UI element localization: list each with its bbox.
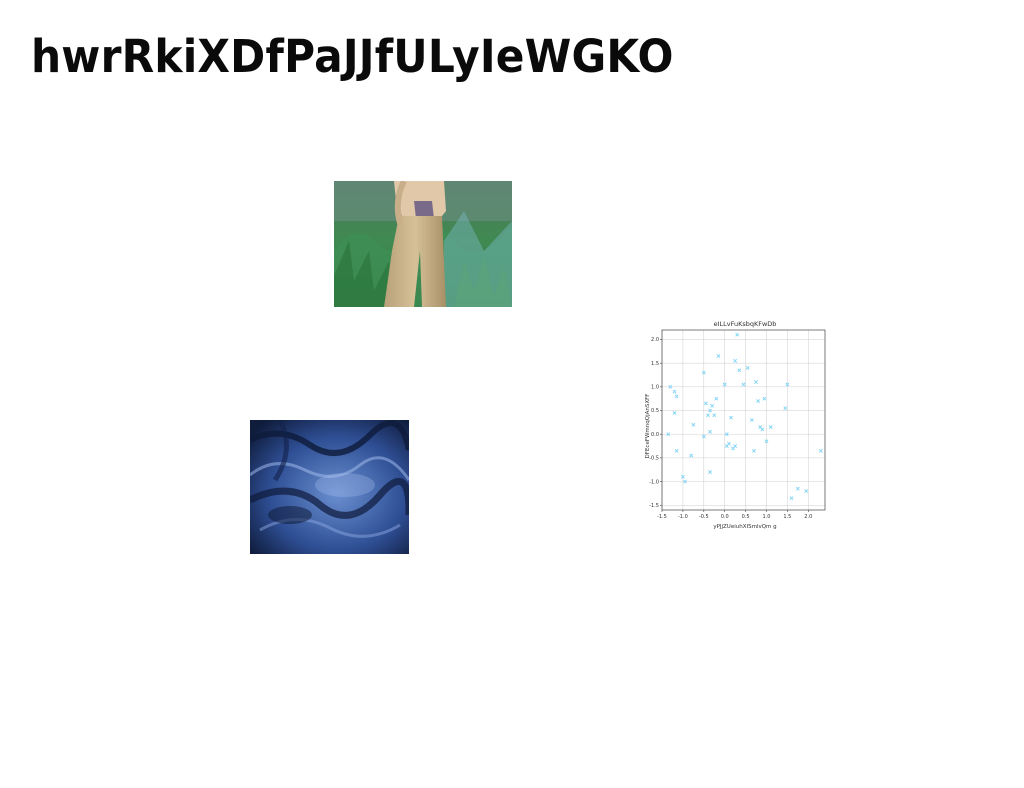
y-tick-label: 1.0 [651,385,659,391]
scatter-point [785,382,790,387]
scatter-chart-svg: eILLvFuKsbqKFwDb yPJjZUeiuhXISmlvQm g DF… [645,320,826,530]
x-tick-label: 2.0 [804,514,812,520]
x-tick-label: -1.0 [678,514,688,520]
scatter-point [749,418,754,422]
scatter-point [724,432,729,437]
scatter-point [683,479,687,484]
scatter-point [689,453,694,458]
scatter-point [712,413,717,418]
scatter-point [703,401,708,406]
scatter-point [708,408,712,413]
scatter-point [818,448,823,453]
scatter-point [708,470,712,475]
scatter-point [760,427,765,432]
scatter-point [741,382,746,387]
scatter-point [795,486,800,491]
y-tick-label: -1.5 [649,503,659,509]
chart-points [666,332,823,501]
scatter-point [701,434,706,439]
x-tick-label: 0.0 [721,514,729,520]
scatter-point [733,358,738,363]
scatter-point [672,410,677,415]
scatter-point [737,368,742,373]
scatter-point [783,406,788,411]
scatter-point [710,403,715,408]
scatter-point [735,332,740,337]
scatter-point [745,365,750,370]
y-tick-label: 0.5 [651,408,659,414]
texture-photo [250,420,409,554]
x-tick-label: 1.5 [783,514,791,520]
scatter-point [754,380,758,385]
scatter-point [764,439,769,444]
chart-grid [661,330,825,510]
scatter-point [714,396,719,401]
scatter-point [722,382,727,387]
scatter-point [804,489,809,493]
y-tick-label: 1.5 [651,361,659,367]
x-tick-label: -0.5 [699,514,709,520]
plot-frame [661,329,826,511]
scatter-point [666,432,671,437]
scatter-point [762,396,767,401]
person-photo [334,181,512,307]
y-tick-label: 0.0 [651,432,659,438]
scatter-point [733,444,738,448]
scatter-point [668,384,673,389]
scatter-point [756,399,761,403]
x-tick-label: 1.0 [763,514,771,520]
scatter-point [674,394,679,399]
scatter-point [752,448,756,453]
y-tick-label: 2.0 [651,337,659,343]
chart-title: eILLvFuKsbqKFwDb [714,320,777,328]
scatter-point [768,425,773,430]
scatter-point [708,429,712,434]
scatter-point [680,474,685,479]
scatter-point [672,389,677,394]
scatter-point [726,441,731,446]
scatter-point [701,370,706,375]
scatter-point [729,415,733,420]
scatter-point [674,448,679,453]
chart-ylabel: DFEceFWmnqQjAnSXFF [645,394,651,459]
x-tick-label: 0.5 [742,514,750,520]
scatter-point [691,422,696,427]
scatter-point [789,496,794,501]
scatter-point [716,354,721,358]
x-tick-label: -1.5 [657,514,667,520]
page-title: hwrRkiXDfPaJJfULyIeWGKO [31,30,674,83]
chart-ticks: -1.5 -1.0 -0.5 0.0 0.5 1.0 1.5 2.0 -1.5 -1.0 -0.5 0… [649,337,812,520]
scatter-chart: eILLvFuKsbqKFwDb yPJjZUeiuhXISmlvQm g DF… [637,316,833,534]
y-tick-label: -1.0 [649,479,659,485]
chart-xlabel: yPJjZUeiuhXISmlvQm g [713,524,776,530]
y-tick-label: -0.5 [649,456,659,462]
scatter-point [706,413,710,418]
